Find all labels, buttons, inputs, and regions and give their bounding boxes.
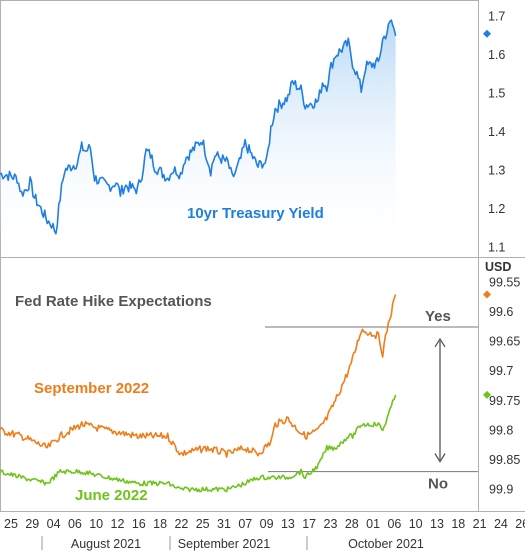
x-tick-label: 22	[174, 517, 188, 531]
x-tick-label: 24	[494, 517, 508, 531]
x-tick-label: 12	[111, 517, 125, 531]
x-tick-label: 18	[153, 517, 167, 531]
x-tick-label: 31	[217, 517, 231, 531]
yield-chart-title: 10yr Treasury Yield	[187, 205, 324, 222]
x-tick-label: 10	[89, 517, 103, 531]
x-month-label: August 2021	[71, 537, 141, 551]
x-tick-label: 06	[68, 517, 82, 531]
x-axis-tick-labels: 25 29 04 06 10 12 16 18 22 25 31 07 09 13 17 23 28 01 06 10…	[4, 517, 525, 531]
x-tick-label: 04	[47, 517, 61, 531]
double-arrow-icon	[434, 337, 446, 463]
fed-y-tick-label: 99.65	[489, 335, 520, 349]
x-axis-month-labels: August 2021 September 2021 October 2021	[41, 536, 424, 551]
x-month-label: October 2021	[348, 537, 424, 551]
arrow-head-down	[434, 453, 446, 463]
x-tick-label: 21	[473, 517, 487, 531]
x-tick-label: 13	[430, 517, 444, 531]
chart-frame	[0, 0, 479, 512]
fed-chart-title: Fed Rate Hike Expectations	[15, 293, 212, 310]
x-tick-label: 29	[25, 517, 39, 531]
fed-panel: Fed Rate Hike Expectations USD 99.55 99.6…	[0, 260, 520, 504]
fed-y-tick-label: 99.75	[489, 394, 520, 408]
fed-y-axis: 99.55 99.6 99.65 99.7 99.75 99.8 99.85 99.9	[489, 276, 520, 497]
yield-series-line	[0, 19, 397, 235]
june-2022-series-label: June 2022	[75, 487, 148, 504]
fed-y-tick-label: 99.6	[489, 305, 513, 319]
x-tick-label: 17	[302, 517, 316, 531]
yield-y-tick-label: 1.7	[488, 10, 505, 24]
x-tick-label: 28	[345, 517, 359, 531]
x-tick-label: 25	[196, 517, 210, 531]
no-annotation: No	[428, 476, 448, 493]
x-tick-label: 16	[132, 517, 146, 531]
arrow-head-up	[434, 337, 446, 348]
fed-y-tick-label: 99.9	[489, 482, 513, 496]
yield-y-tick-label: 1.2	[488, 202, 505, 216]
yield-y-tick-label: 1.6	[488, 48, 505, 62]
yield-y-tick-label: 1.5	[488, 86, 505, 100]
yield-y-tick-label: 1.3	[488, 163, 505, 177]
fed-y-tick-label: 99.8	[489, 423, 513, 437]
yield-last-value-marker	[483, 29, 491, 38]
fed-y-tick-label: 99.7	[489, 364, 513, 378]
x-tick-label: 09	[260, 517, 274, 531]
x-tick-label: 07	[238, 517, 252, 531]
yield-panel: 1.1 1.2 1.3 1.4 1.5 1.6 1.7 10yr Treasury Yiel…	[0, 10, 505, 255]
x-tick-label: 01	[366, 517, 380, 531]
yes-annotation: Yes	[425, 308, 451, 325]
x-month-label: September 2021	[178, 537, 270, 551]
x-tick-label: 26	[515, 517, 525, 531]
fed-y-tick-label: 99.55	[489, 276, 520, 290]
x-tick-label: 18	[451, 517, 465, 531]
x-tick-label: 13	[281, 517, 295, 531]
x-tick-label: 23	[324, 517, 338, 531]
fed-y-tick-label: 99.85	[489, 453, 520, 467]
june-2022-series-line	[0, 394, 397, 493]
september-2022-series-label: September 2022	[34, 380, 149, 397]
yield-y-axis: 1.1 1.2 1.3 1.4 1.5 1.6 1.7	[488, 10, 505, 255]
yield-y-tick-label: 1.1	[488, 240, 505, 254]
september-2022-last-value-marker	[483, 290, 491, 299]
yield-y-tick-label: 1.4	[488, 125, 505, 139]
september-2022-series-line	[0, 294, 397, 458]
fed-y-axis-unit: USD	[485, 260, 511, 274]
june-2022-last-value-marker	[483, 390, 491, 399]
x-tick-label: 25	[4, 517, 18, 531]
x-tick-label: 10	[409, 517, 423, 531]
x-tick-label: 06	[387, 517, 401, 531]
yield-area	[0, 20, 396, 255]
